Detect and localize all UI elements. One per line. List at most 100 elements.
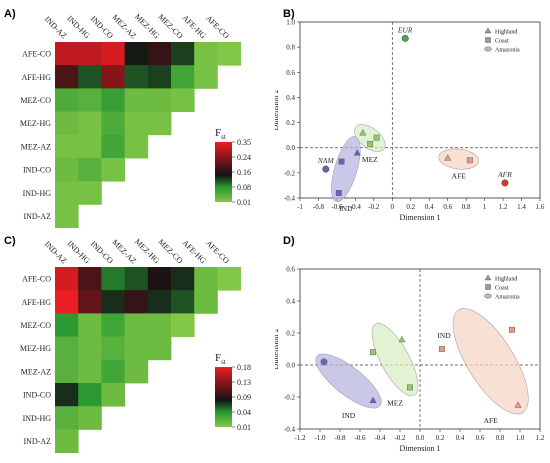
col-label-afe-co: AFE-CO [204,14,231,41]
x-tick-b-1: -0.8 [313,203,325,211]
heat-cell-c-0-0 [55,267,79,291]
x-tick-b-10: 1 [483,203,487,211]
y-tick-b-0: -0.4 [284,195,296,203]
panel-letter-c: C) [4,235,16,247]
legend-label-d-0: Highland [495,277,517,283]
panel-letter-b: B) [283,8,295,20]
heat-cell-c-0-7 [217,267,241,291]
group-label-mez-d: MEZ [387,398,403,407]
legend-label-d-1: Coast [495,286,509,292]
col-label-afe-co: AFE-CO [204,239,231,266]
heat-cell-c-7-0 [55,429,79,453]
heat-cell-c-3-0 [55,336,79,361]
heat-cell-c-3-3 [124,336,149,361]
group-label-mez-b: MEZ [362,155,378,164]
legend-tick-a-4: 0.01 [237,198,251,207]
heatmap-a: IND-AZIND-HGIND-COMEZ-AZMEZ-HGMEZ-COAFE-… [20,12,251,228]
legend-tick-c-3: 0.04 [237,408,251,417]
x-tick-b-3: -0.4 [350,203,362,211]
heat-cell-c-6-0 [55,406,79,430]
x-tick-d-7: 0.2 [436,434,445,442]
heat-cell-c-1-5 [171,290,195,314]
row-label-ind-hg: IND-HG [23,414,52,423]
row-label-mez-co: MEZ-CO [20,321,51,330]
point-b-7 [466,157,473,164]
col-label-ind-az: IND-AZ [43,15,69,41]
y-tick-b-4: 0.4 [286,94,295,102]
y-tick-b-7: 1.0 [286,19,295,27]
heat-cell-a-0-6 [194,42,218,66]
row-label-mez-hg: MEZ-HG [20,344,51,353]
heat-cell-a-2-4 [147,88,172,112]
heat-cell-a-3-2 [101,111,125,136]
heat-cell-a-7-0 [55,204,79,228]
x-tick-d-6: 0.0 [416,434,425,442]
panel-d: D) -1.2 -1.0 -0.8 -0.6 -0.4 -0.2 0.0 0.2 0.4 0.6 0… [271,229,550,458]
heat-cell-c-4-3 [124,359,149,384]
x-tick-b-9: 0.8 [462,203,471,211]
heat-cell-a-3-3 [124,111,149,136]
panel-letter-a: A) [4,8,16,20]
heat-cell-a-4-1 [78,134,102,159]
heat-cell-c-3-1 [78,336,102,361]
legend-label-b-2: Amazonia [495,48,520,54]
x-tick-d-1: -1.0 [314,434,326,442]
col-label-ind-hg: IND-HG [65,14,92,41]
x-tick-b-0: -1 [297,203,303,211]
x-tick-d-4: -0.4 [374,434,386,442]
legend-title-a: Fst [215,127,226,141]
legend-label-b-0: Highland [495,30,517,36]
ref-point-eur-b [401,34,409,42]
heat-cell-c-4-1 [78,359,102,384]
heat-cell-a-1-3 [124,65,149,89]
heat-cell-a-2-2 [101,88,125,112]
y-tick-b-2: 0.0 [286,144,295,152]
row-label-mez-hg: MEZ-HG [20,119,51,128]
heatmap-c: IND-AZIND-HGIND-COMEZ-AZMEZ-HGMEZ-COAFE-… [20,237,251,453]
col-label-afe-hg: AFE-HG [181,238,208,265]
ref-label-afr-b: AFR [497,170,512,179]
heat-cell-c-0-2 [101,267,125,291]
group-label-ind-b: IND [339,204,353,213]
point-b-1 [338,158,345,165]
legend-marker-b-2 [484,46,492,52]
y-tick-b-5: 0.6 [286,69,295,77]
group-label-afe-b: AFE [452,171,467,180]
x-tick-d-3: -0.6 [354,434,366,442]
row-label-mez-az: MEZ-AZ [21,142,51,151]
y-tick-d-1: -0.2 [284,394,296,402]
heat-cell-a-6-0 [55,181,79,205]
col-label-ind-hg: IND-HG [65,239,92,266]
heat-cell-a-1-5 [171,65,195,89]
heat-cell-c-1-2 [101,290,125,314]
x-tick-b-2: -0.6 [331,203,343,211]
y-tick-b-6: 0.8 [286,44,295,52]
row-label-ind-az: IND-AZ [23,437,51,446]
legend-marker-b-0 [484,27,492,34]
heat-cell-a-4-2 [101,134,125,159]
group-ellipse-mez-d [371,323,419,397]
legend-marker-d-2 [484,293,492,299]
y-tick-d-5: 0.6 [286,266,295,274]
ref-label-eur-b: EUR [397,25,413,34]
heat-cell-a-0-5 [171,42,195,66]
heat-cell-a-0-0 [55,42,79,66]
col-label-afe-hg: AFE-HG [181,13,208,40]
x-tick-d-5: -0.2 [394,434,406,442]
heat-cell-a-0-3 [124,42,149,66]
point-d-3 [398,335,406,343]
heat-cell-a-2-3 [124,88,149,112]
heat-cell-a-1-6 [194,65,218,89]
heat-cell-a-2-5 [171,88,195,112]
point-b-2 [335,190,342,196]
x-axis-title-d: Dimension 1 [399,444,440,453]
row-label-mez-az: MEZ-AZ [21,367,51,376]
ref-point-afr-b [501,179,509,187]
heat-cell-a-0-4 [147,42,172,66]
col-label-mez-hg: MEZ-HG [133,12,162,41]
x-tick-b-8: 0.6 [443,203,452,211]
x-tick-d-12: 1.2 [536,434,545,442]
y-tick-b-3: 0.2 [286,119,295,127]
panel-b: B) -1 -0.8 -0.6 -0.4 -0.2 0 0.2 0.4 0.6 0.8 1 1.2 1.… [271,0,550,229]
x-tick-b-13: 1.6 [536,203,545,211]
